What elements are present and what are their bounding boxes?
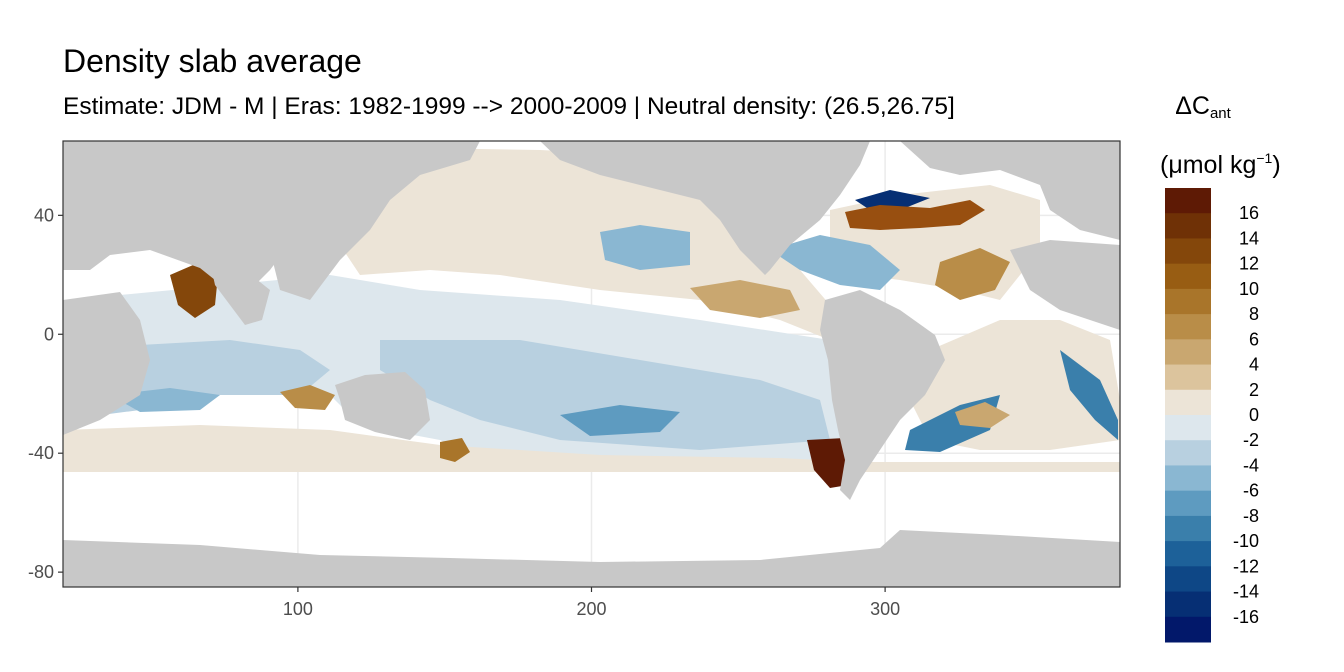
legend-label: -16 (1233, 607, 1259, 627)
legend-label: 10 (1239, 279, 1259, 299)
legend-swatch (1165, 263, 1211, 290)
land-australia (335, 372, 430, 440)
anomaly-west-atlantic-blue (770, 235, 900, 290)
legend-label: -12 (1233, 556, 1259, 576)
chart-subtitle: Estimate: JDM - M | Eras: 1982-1999 --> … (63, 93, 955, 120)
y-tick-label: -80 (28, 562, 54, 582)
legend-unit: μmol kg (1168, 151, 1257, 179)
x-tick-label: 100 (283, 599, 313, 619)
anomaly-east-pacific-brown (690, 280, 800, 318)
legend-swatch (1165, 616, 1211, 643)
legend-unit-exponent: −1 (1256, 150, 1273, 166)
legend-label: -4 (1243, 455, 1259, 475)
x-tick-label: 200 (576, 599, 606, 619)
legend-swatch (1165, 465, 1211, 492)
anomaly-south-atlantic-brown (955, 402, 1010, 428)
anomaly-north-atlantic-brown (845, 200, 985, 230)
legend-swatch (1165, 591, 1211, 618)
legend-swatch (1165, 515, 1211, 542)
y-tick-label: 40 (34, 205, 54, 225)
legend-swatch (1165, 188, 1211, 214)
legend-swatch (1165, 389, 1211, 416)
legend-label: 2 (1249, 380, 1259, 400)
anomaly-tasman-brown (440, 438, 470, 462)
land-antarctica (63, 530, 1120, 587)
legend-title-symbol: ΔC (1175, 92, 1210, 120)
legend-swatch (1165, 541, 1211, 567)
anomaly-south-pacific-blue (560, 405, 680, 436)
land-africa-south (63, 292, 150, 435)
legend-label: 6 (1249, 329, 1259, 349)
legend-title-subscript: ant (1209, 105, 1231, 122)
legend-title: ΔCant (μmol kg−1) (1160, 92, 1281, 179)
legend-label: -6 (1243, 481, 1259, 501)
legend-label: 16 (1239, 203, 1259, 223)
legend-swatch (1165, 339, 1211, 366)
chart-title: Density slab average (63, 43, 362, 79)
ocean-field-south-pacific (380, 340, 830, 450)
land-europe-greenland (900, 141, 1120, 240)
anomaly-central-atlantic-brown (935, 248, 1010, 300)
x-tick-label: 300 (870, 599, 900, 619)
legend-swatch (1165, 490, 1211, 517)
legend-label: 0 (1249, 405, 1259, 425)
land-indian-subcontinent (210, 262, 270, 325)
anomaly-southeast-atlantic-blue (1060, 350, 1118, 440)
map-layer (63, 141, 1120, 587)
legend-label: -10 (1233, 531, 1259, 551)
legend-label: 14 (1239, 228, 1259, 248)
y-tick-label: -40 (28, 443, 54, 463)
legend-label: 12 (1239, 254, 1259, 274)
anomaly-arabian-sea-brown (170, 262, 218, 318)
legend-swatch (1165, 415, 1211, 441)
ocean-field-southern-band (63, 425, 1120, 472)
legend-label: -8 (1243, 506, 1259, 526)
legend-label: 8 (1249, 304, 1259, 324)
legend-label: 4 (1249, 355, 1259, 375)
anomaly-chile-hotspot (807, 438, 850, 488)
land-east-asia (270, 141, 480, 300)
anomaly-nordic-dark-blue (855, 190, 930, 210)
legend-swatch (1165, 440, 1211, 466)
land-north-america (540, 141, 870, 275)
land-africa-east-edge (1010, 240, 1120, 330)
y-tick-label: 0 (44, 324, 54, 344)
legend-swatch (1165, 364, 1211, 391)
land-south-america (820, 290, 945, 500)
anomaly-west-australia-brown (280, 385, 335, 410)
legend-label: -2 (1243, 430, 1259, 450)
legend-swatch (1165, 238, 1211, 265)
anomaly-north-pacific-blue (600, 225, 690, 270)
legend-swatch (1165, 213, 1211, 239)
legend-swatch (1165, 566, 1211, 593)
legend-swatch (1165, 288, 1211, 315)
legend-colorbar: 16 14 12 10 8 6 4 2 0 -2 -4 -6 -8 -10 -12 -14 -16 (1165, 188, 1259, 643)
legend-label: -14 (1233, 582, 1259, 602)
legend-swatch (1165, 314, 1211, 340)
